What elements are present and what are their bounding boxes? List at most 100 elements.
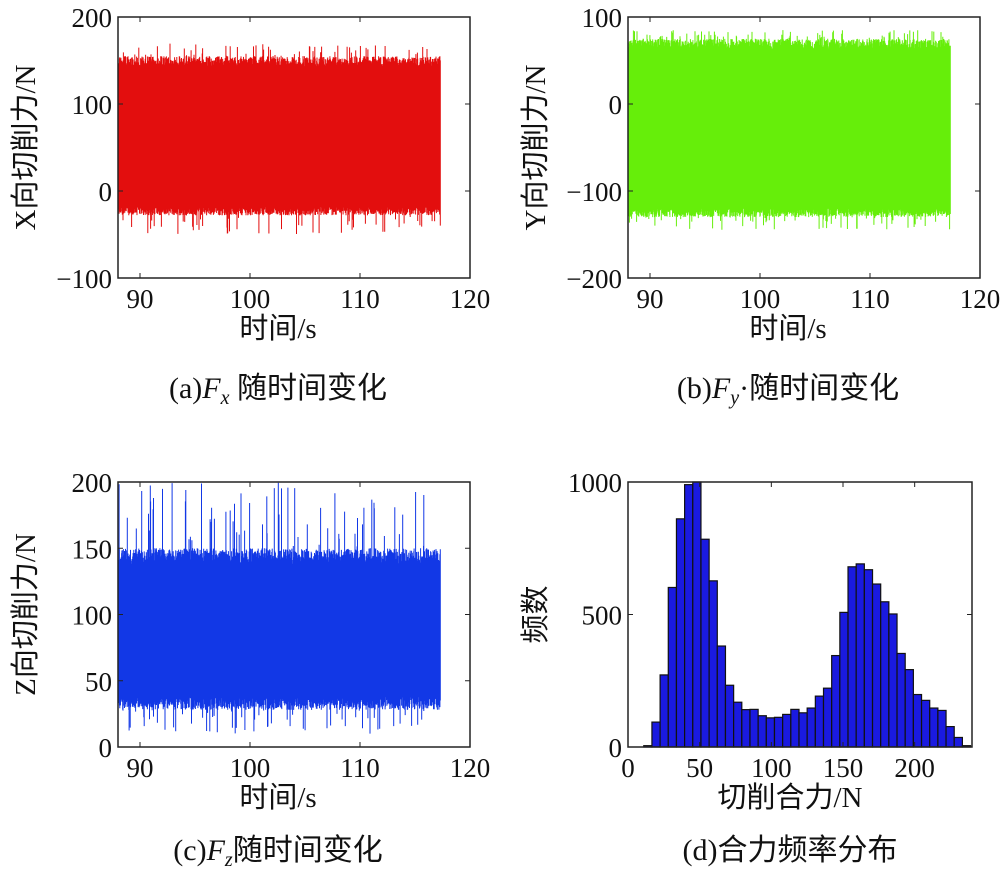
- x-axis-label: 时间/s: [239, 781, 316, 814]
- x-tick-label: 110: [340, 284, 380, 314]
- x-tick-label: 50: [686, 753, 713, 783]
- caption-suffix: 随时间变化: [230, 372, 388, 405]
- histogram-bar: [831, 654, 841, 748]
- subplot-caption: (c)Fz随时间变化: [173, 834, 382, 871]
- histogram-bar: [937, 709, 947, 748]
- histogram-bar: [871, 583, 882, 748]
- histogram-bar: [953, 736, 963, 748]
- y-tick-label: 200: [72, 3, 113, 33]
- subplot-c: 90 100 110 120 0 50 100 150 200 时间/s Z向切削力/N (c)Fz随…: [9, 468, 490, 871]
- histogram-bar: [692, 481, 702, 748]
- caption-subscript: x: [220, 387, 230, 409]
- y-tick-label: 100: [582, 3, 623, 33]
- x-tick-label: 100: [751, 753, 792, 783]
- y-tick-label: 50: [85, 667, 112, 697]
- histogram-bar: [912, 693, 923, 748]
- y-tick-label: 0: [609, 90, 623, 120]
- histogram-bar: [945, 725, 955, 748]
- y-tick-label: 0: [609, 733, 623, 763]
- histogram-bar: [716, 645, 727, 748]
- y-axis-label: Z向切削力/N: [9, 533, 42, 696]
- histogram-bar: [749, 708, 759, 748]
- subplot-caption: (b)Fy·随时间变化: [677, 372, 899, 409]
- y-tick-label: −100: [566, 177, 622, 207]
- y-tick-label: 0: [99, 733, 113, 763]
- histogram-bar: [888, 613, 898, 748]
- subplot-a: 90 100 110 120 −100 0 100 200 时间/s X向切削力/N (a)Fx 随…: [9, 3, 490, 409]
- x-tick-label: 120: [960, 284, 1000, 314]
- histogram-bar: [741, 709, 751, 748]
- x-tick-label: 120: [450, 753, 491, 783]
- histogram-bar: [863, 569, 874, 748]
- y-tick-label: −100: [56, 264, 112, 294]
- x-tick-label: 90: [127, 284, 154, 314]
- histogram-bar: [855, 563, 865, 748]
- histogram-bar: [847, 566, 857, 748]
- caption-subscript: y: [728, 387, 739, 409]
- y-tick-label: 100: [72, 601, 113, 631]
- histogram-bar: [724, 684, 735, 748]
- histogram-bar: [822, 687, 833, 748]
- x-tick-label: 110: [850, 284, 890, 314]
- histogram-bar: [757, 715, 767, 748]
- subplot-caption: (d)合力频率分布: [683, 834, 898, 867]
- y-tick-label: 0: [99, 177, 113, 207]
- histogram-bar: [782, 713, 792, 748]
- histogram-bar: [708, 580, 718, 748]
- y-tick-label: 150: [72, 534, 113, 564]
- x-axis-label: 时间/s: [749, 312, 826, 345]
- histogram-bar: [880, 601, 890, 748]
- y-axis-label: Y向切削力/N: [519, 64, 552, 230]
- histogram-bar: [733, 701, 743, 748]
- x-tick-label: 150: [823, 753, 864, 783]
- caption-prefix: (d): [683, 834, 718, 867]
- histogram-bar: [659, 674, 669, 748]
- y-tick-label: 1000: [568, 468, 622, 498]
- histogram-bar: [929, 707, 939, 748]
- x-tick-label: 0: [621, 753, 635, 783]
- caption-variable: F: [206, 834, 226, 867]
- axes-frame: [627, 16, 981, 279]
- x-tick-label: 100: [230, 753, 271, 783]
- series-line-c: [117, 482, 441, 734]
- series-line-a: [117, 43, 441, 234]
- x-tick-label: 100: [230, 284, 271, 314]
- histogram-bar: [904, 669, 914, 748]
- histogram-bar: [675, 518, 686, 748]
- caption-prefix: (a): [169, 372, 202, 405]
- histogram-bar: [651, 721, 661, 748]
- subplot-caption: (a)Fx 随时间变化: [169, 372, 387, 409]
- histogram-bar: [896, 652, 906, 748]
- histogram-bar: [814, 695, 825, 748]
- caption-suffix: 随时间变化: [233, 834, 383, 867]
- histogram-bar: [773, 716, 784, 748]
- histogram-bar: [765, 717, 776, 748]
- subplot-d: 0 50 100 150 200 0 500 1000 切削合力/N 频数 (d)合力频率分布: [519, 468, 973, 867]
- histogram-bar: [684, 484, 694, 748]
- histogram-bar: [798, 712, 808, 748]
- axes-frame: [117, 16, 471, 279]
- x-tick-label: 110: [340, 753, 380, 783]
- y-tick-label: 500: [582, 601, 623, 631]
- subplot-b: 90 100 110 120−200−1000100时间/sY向切削力/N(b)Fy·…: [519, 3, 1000, 409]
- y-tick-label: −200: [566, 264, 622, 294]
- x-tick-label: 90: [127, 753, 154, 783]
- x-tick-label: 90: [637, 284, 664, 314]
- y-tick-label: 100: [72, 90, 113, 120]
- histogram-bar: [806, 707, 816, 748]
- y-axis-label: X向切削力/N: [9, 64, 42, 230]
- caption-suffix: ·随时间变化: [739, 372, 899, 405]
- histogram-bar: [920, 699, 931, 748]
- x-tick-label: 120: [450, 284, 491, 314]
- x-axis-label: 切削合力/N: [717, 781, 862, 814]
- y-tick-label: 200: [72, 468, 113, 498]
- caption-prefix: (b): [677, 372, 712, 405]
- y-axis-label: 频数: [519, 585, 552, 643]
- series-line-b: [627, 30, 951, 230]
- histogram-bar: [790, 708, 800, 748]
- caption-subscript: z: [224, 849, 233, 871]
- histogram-bar: [839, 611, 849, 748]
- histogram-bar: [667, 586, 678, 748]
- caption-prefix: (c): [173, 834, 206, 867]
